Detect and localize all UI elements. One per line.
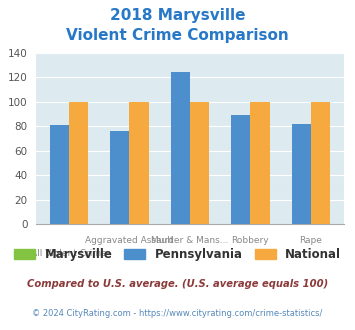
Text: Rape: Rape	[300, 236, 322, 245]
Text: All Violent Crime: All Violent Crime	[31, 249, 107, 258]
Text: 2018 Marysville: 2018 Marysville	[110, 8, 245, 23]
Text: Violent Crime Comparison: Violent Crime Comparison	[66, 28, 289, 43]
Text: Robbery: Robbery	[231, 236, 269, 245]
Text: © 2024 CityRating.com - https://www.cityrating.com/crime-statistics/: © 2024 CityRating.com - https://www.city…	[32, 309, 323, 317]
Bar	[311, 102, 330, 224]
Bar	[231, 115, 250, 224]
Bar	[190, 102, 209, 224]
Bar	[50, 125, 69, 224]
Legend: Marysville, Pennsylvania, National: Marysville, Pennsylvania, National	[9, 244, 346, 266]
Text: Murder & Mans...: Murder & Mans...	[151, 236, 229, 245]
Bar	[110, 131, 130, 224]
Text: Compared to U.S. average. (U.S. average equals 100): Compared to U.S. average. (U.S. average …	[27, 279, 328, 289]
Bar	[170, 72, 190, 224]
Bar	[291, 124, 311, 224]
Bar	[130, 102, 149, 224]
Bar	[69, 102, 88, 224]
Bar	[250, 102, 270, 224]
Text: Aggravated Assault: Aggravated Assault	[85, 236, 174, 245]
